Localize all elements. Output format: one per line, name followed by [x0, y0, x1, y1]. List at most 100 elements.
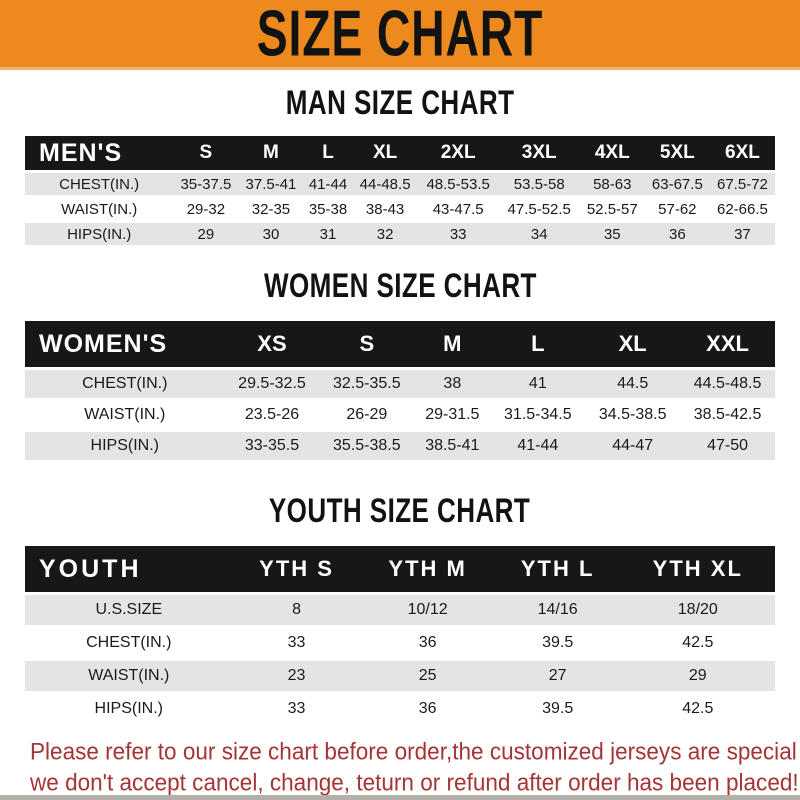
women-cell-0-1: 32.5-35.5 — [319, 370, 415, 398]
women-header-label: WOMEN'S — [25, 321, 225, 367]
men-cell-2-0: 29 — [173, 223, 239, 245]
men-cell-1-6: 52.5-57 — [579, 198, 645, 220]
men-cell-1-1: 32-35 — [238, 198, 304, 220]
men-row-label-1: WAIST(IN.) — [25, 198, 174, 220]
men-cell-0-1: 37.5-41 — [238, 173, 304, 195]
women-row-0: CHEST(IN.) 29.5-32.5 32.5-35.5 38 41 44.5 44.5… — [25, 370, 775, 398]
youth-cell-3-2: 39.5 — [494, 694, 621, 724]
men-row-label-0: CHEST(IN.) — [25, 173, 174, 195]
men-cell-2-7: 36 — [644, 223, 710, 245]
women-cell-0-4: 44.5 — [585, 370, 681, 398]
youth-cell-2-1: 25 — [360, 661, 495, 691]
men-cell-0-0: 35-37.5 — [173, 173, 239, 195]
youth-column-header-3: YTH XL — [620, 546, 775, 592]
youth-cell-0-0: 8 — [232, 595, 361, 625]
men-cell-1-0: 29-32 — [173, 198, 239, 220]
women-cell-2-4: 44-47 — [585, 432, 681, 460]
men-column-header-8: 6XL — [709, 136, 775, 170]
men-section-heading: MAN SIZE CHART — [0, 83, 800, 122]
youth-cell-2-0: 23 — [232, 661, 361, 691]
youth-cell-1-0: 33 — [232, 628, 361, 658]
women-cell-0-5: 44.5-48.5 — [680, 370, 775, 398]
youth-cell-2-2: 27 — [494, 661, 621, 691]
youth-section-heading: YOUTH SIZE CHART — [0, 491, 800, 530]
banner-title: SIZE CHART — [256, 0, 544, 70]
youth-cell-3-3: 42.5 — [620, 694, 775, 724]
footer-note: Please refer to our size chart before or… — [30, 736, 800, 798]
women-cell-2-2: 38.5-41 — [414, 432, 491, 460]
men-cell-1-2: 35-38 — [303, 198, 353, 220]
men-cell-2-2: 31 — [303, 223, 353, 245]
youth-column-header-0: YTH S — [232, 546, 361, 592]
men-cell-2-4: 33 — [417, 223, 499, 245]
men-cell-1-7: 57-62 — [644, 198, 710, 220]
men-cell-2-1: 30 — [238, 223, 304, 245]
women-row-label-2: HIPS(IN.) — [25, 432, 225, 460]
youth-cell-0-2: 14/16 — [494, 595, 621, 625]
women-size-table: WOMEN'S XS S M L XL XXL CHEST(IN.) 29.5-32.5 32.5… — [25, 318, 775, 463]
youth-cell-3-0: 33 — [232, 694, 361, 724]
men-column-header-2: L — [303, 136, 353, 170]
women-cell-1-0: 23.5-26 — [224, 401, 320, 429]
women-row-label-0: CHEST(IN.) — [25, 370, 225, 398]
youth-cell-0-1: 10/12 — [360, 595, 495, 625]
youth-row-label-1: CHEST(IN.) — [25, 628, 233, 658]
women-cell-2-0: 33-35.5 — [224, 432, 320, 460]
section-youth: YOUTH SIZE CHART YOUTH YTH S YTH M YTH L YTH … — [0, 491, 800, 727]
bottom-strip — [0, 795, 800, 800]
women-cell-1-2: 29-31.5 — [414, 401, 491, 429]
section-men: MAN SIZE CHART MEN'S S M L XL 2XL 3XL 4XL 5XL 6XL C… — [0, 83, 800, 248]
men-cell-2-6: 35 — [579, 223, 645, 245]
women-section-heading: WOMEN SIZE CHART — [0, 266, 800, 305]
youth-row-0: U.S.SIZE 8 10/12 14/16 18/20 — [25, 595, 775, 625]
women-column-header-3: L — [490, 321, 586, 367]
men-section-heading-text: MAN SIZE CHART — [285, 83, 515, 122]
men-row-label-2: HIPS(IN.) — [25, 223, 174, 245]
women-cell-2-1: 35.5-38.5 — [319, 432, 415, 460]
women-column-header-5: XXL — [680, 321, 775, 367]
men-column-header-7: 5XL — [644, 136, 710, 170]
men-cell-0-5: 53.5-58 — [498, 173, 580, 195]
women-cell-0-3: 41 — [490, 370, 586, 398]
women-header-row: WOMEN'S XS S M L XL XXL — [25, 321, 775, 367]
youth-row-2: WAIST(IN.) 23 25 27 29 — [25, 661, 775, 691]
youth-cell-1-2: 39.5 — [494, 628, 621, 658]
men-cell-0-7: 63-67.5 — [644, 173, 710, 195]
youth-cell-1-1: 36 — [360, 628, 495, 658]
men-cell-1-5: 47.5-52.5 — [498, 198, 580, 220]
women-cell-1-5: 38.5-42.5 — [680, 401, 775, 429]
youth-row-label-3: HIPS(IN.) — [25, 694, 233, 724]
men-cell-0-4: 48.5-53.5 — [417, 173, 499, 195]
women-cell-0-0: 29.5-32.5 — [224, 370, 320, 398]
men-row-2: HIPS(IN.) 29 30 31 32 33 34 35 36 37 — [25, 223, 775, 245]
men-size-table: MEN'S S M L XL 2XL 3XL 4XL 5XL 6XL CHEST(IN.) 35-37… — [25, 133, 775, 248]
men-column-header-3: XL — [352, 136, 418, 170]
women-cell-1-4: 34.5-38.5 — [585, 401, 681, 429]
men-cell-1-3: 38-43 — [352, 198, 418, 220]
men-row-0: CHEST(IN.) 35-37.5 37.5-41 41-44 44-48.5 48.5… — [25, 173, 775, 195]
men-cell-1-8: 62-66.5 — [709, 198, 775, 220]
women-column-header-4: XL — [585, 321, 681, 367]
men-column-header-5: 3XL — [498, 136, 580, 170]
women-column-header-0: XS — [224, 321, 320, 367]
women-cell-2-3: 41-44 — [490, 432, 586, 460]
women-cell-2-5: 47-50 — [680, 432, 775, 460]
youth-section-heading-text: YOUTH SIZE CHART — [269, 491, 531, 530]
men-column-header-4: 2XL — [417, 136, 499, 170]
youth-cell-3-1: 36 — [360, 694, 495, 724]
women-cell-1-3: 31.5-34.5 — [490, 401, 586, 429]
youth-cell-1-3: 42.5 — [620, 628, 775, 658]
women-cell-1-1: 26-29 — [319, 401, 415, 429]
youth-row-label-2: WAIST(IN.) — [25, 661, 233, 691]
men-column-header-6: 4XL — [579, 136, 645, 170]
youth-header-label: YOUTH — [25, 546, 233, 592]
men-cell-2-8: 37 — [709, 223, 775, 245]
women-cell-0-2: 38 — [414, 370, 491, 398]
men-cell-1-4: 43-47.5 — [417, 198, 499, 220]
women-row-label-1: WAIST(IN.) — [25, 401, 225, 429]
men-column-header-0: S — [173, 136, 239, 170]
youth-cell-2-3: 29 — [620, 661, 775, 691]
footer-line-1: Please refer to our size chart before or… — [30, 737, 800, 765]
youth-row-3: HIPS(IN.) 33 36 39.5 42.5 — [25, 694, 775, 724]
men-header-label: MEN'S — [25, 136, 174, 170]
